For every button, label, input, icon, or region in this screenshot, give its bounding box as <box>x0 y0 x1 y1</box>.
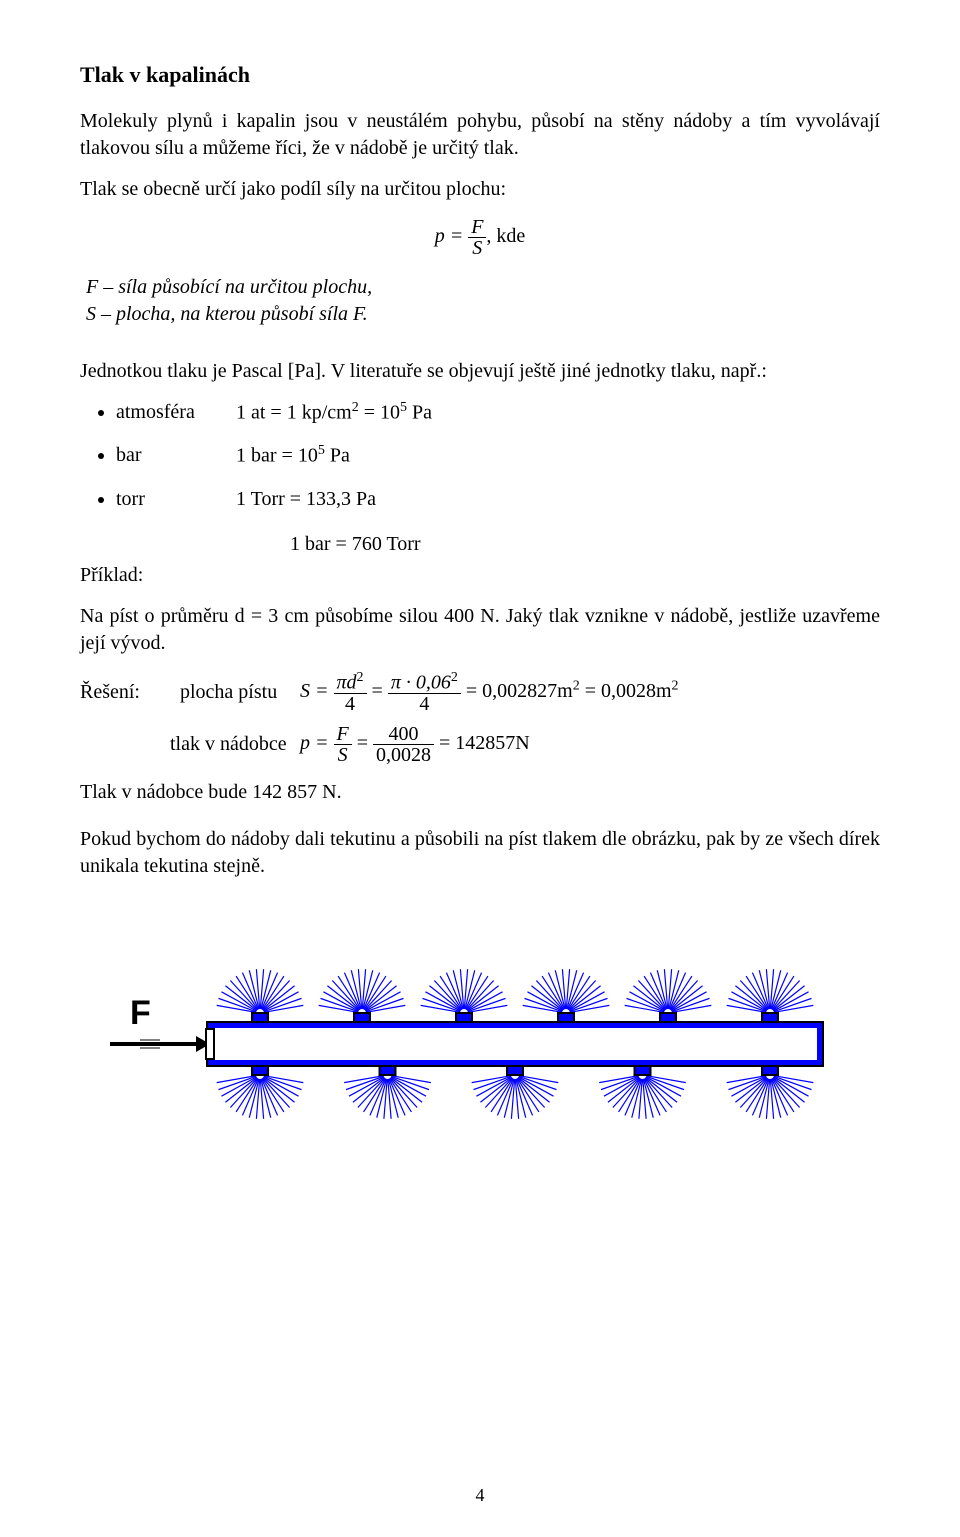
reseni-tlak-label: tlak v nádobce <box>170 731 290 758</box>
p-eq2: = 142857N <box>439 732 530 754</box>
unit-bar-exp: 5 <box>318 443 325 458</box>
s-eq3: = 0,0028m <box>585 680 672 702</box>
units-list: atmosféra 1 at = 1 kp/cm2 = 105 Pa bar 1… <box>116 399 880 513</box>
unit-atm-val-b: = 10 <box>359 401 400 423</box>
s-f2-exp: 2 <box>451 670 458 685</box>
formula-den: S <box>468 237 486 258</box>
unit-torr-name: torr <box>116 486 236 513</box>
unit-bar-unit: Pa <box>325 445 350 467</box>
unit-bar-val-a: 1 bar = 10 <box>236 445 318 467</box>
unit-bar-name: bar <box>116 442 236 470</box>
p-lhs: p = <box>300 732 329 754</box>
pipe-svg: F <box>100 910 860 1180</box>
priklad-text: Na píst o průměru d = 3 cm působíme silo… <box>80 603 880 657</box>
unit-atm-val-a: 1 at = 1 kp/cm <box>236 401 352 423</box>
s-frac-2: π · 0,062 4 <box>388 671 461 714</box>
formula-pressure: p = F S , kde <box>80 217 880 258</box>
unit-atm-name: atmosféra <box>116 399 236 427</box>
reseni-plocha-label: plocha pístu <box>180 679 290 706</box>
reseni-area-formula: S = πd2 4 = π · 0,062 4 = 0,002827m2 = 0… <box>300 671 679 714</box>
def-S: S – plocha, na kterou působí síla F. <box>86 303 368 325</box>
symbol-definitions: F – síla působící na určitou plochu, S –… <box>80 274 880 328</box>
intro-paragraph-2: Tlak se obecně určí jako podíl síly na u… <box>80 176 880 203</box>
unit-atmosfera: atmosféra 1 at = 1 kp/cm2 = 105 Pa <box>116 399 880 427</box>
page: Tlak v kapalinách Molekuly plynů i kapal… <box>0 0 960 1537</box>
s-f2-den: 4 <box>388 693 461 714</box>
bar-torr-equiv: 1 bar = 760 Torr <box>290 531 880 558</box>
svg-text:F: F <box>130 994 151 1032</box>
s-eq1: = <box>372 680 388 702</box>
s-f1-exp: 2 <box>357 670 364 685</box>
s-f1-den: 4 <box>334 693 367 714</box>
units-intro: Jednotkou tlaku je Pascal [Pa]. V litera… <box>80 358 880 385</box>
s-exp-a: 2 <box>573 678 580 693</box>
reseni-pressure-formula: p = F S = 400 0,0028 = 142857N <box>300 724 530 765</box>
s-f1-num: πd <box>337 672 357 694</box>
formula-num: F <box>468 217 486 237</box>
unit-atm-value: 1 at = 1 kp/cm2 = 105 Pa <box>236 399 432 427</box>
p-f2-den: 0,0028 <box>373 744 434 765</box>
pipe-diagram: F <box>80 910 880 1188</box>
reseni-pressure-line: tlak v nádobce p = F S = 400 0,0028 = 14… <box>170 724 880 765</box>
reseni-label: Řešení: <box>80 679 170 706</box>
s-lhs: S = <box>300 680 329 702</box>
page-title: Tlak v kapalinách <box>80 60 880 90</box>
s-f2-num: π · 0,06 <box>391 672 451 694</box>
unit-atm-exp-1: 2 <box>352 400 359 415</box>
s-exp-b: 2 <box>672 678 679 693</box>
formula-suffix: , kde <box>486 225 525 247</box>
closing-paragraph: Pokud bychom do nádoby dali tekutinu a p… <box>80 826 880 880</box>
p-f1-den: S <box>334 744 352 765</box>
unit-atm-exp-2: 5 <box>400 400 407 415</box>
unit-atm-unit: Pa <box>407 401 432 423</box>
p-f1-num: F <box>334 724 352 744</box>
unit-torr: torr 1 Torr = 133,3 Pa <box>116 486 880 513</box>
def-F: F – síla působící na určitou plochu, <box>86 276 372 298</box>
intro-paragraph-1: Molekuly plynů i kapalin jsou v neustálé… <box>80 108 880 162</box>
s-eq2: = 0,002827m <box>466 680 573 702</box>
s-frac-1: πd2 4 <box>334 671 367 714</box>
p-f2-num: 400 <box>373 724 434 744</box>
unit-bar-value: 1 bar = 105 Pa <box>236 442 350 470</box>
page-number: 4 <box>0 1483 960 1507</box>
reseni-area-line: Řešení: plocha pístu S = πd2 4 = π · 0,0… <box>80 671 880 714</box>
unit-bar: bar 1 bar = 105 Pa <box>116 442 880 470</box>
formula-lhs: p = <box>435 225 464 247</box>
p-frac-2: 400 0,0028 <box>373 724 434 765</box>
formula-fraction: F S <box>468 217 486 258</box>
unit-torr-value: 1 Torr = 133,3 Pa <box>236 486 376 513</box>
result-line: Tlak v nádobce bude 142 857 N. <box>80 779 880 806</box>
p-frac-1: F S <box>334 724 352 765</box>
priklad-label: Příklad: <box>80 562 880 589</box>
p-eq1: = <box>357 732 373 754</box>
